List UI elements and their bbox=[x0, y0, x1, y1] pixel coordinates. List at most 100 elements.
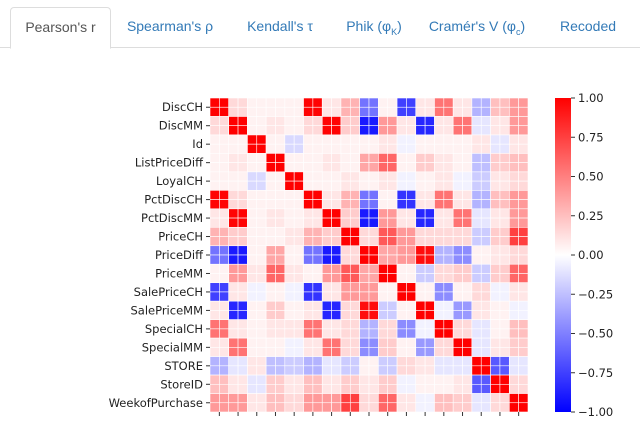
heatmap-cell bbox=[499, 180, 510, 191]
heatmap-cell bbox=[452, 153, 463, 163]
heatmap-cell bbox=[321, 153, 332, 163]
heatmap-cell bbox=[424, 97, 435, 108]
heatmap-cell bbox=[499, 319, 510, 330]
heatmap-cell bbox=[378, 134, 389, 145]
heatmap-cell bbox=[462, 300, 473, 311]
heatmap-cell bbox=[387, 356, 398, 367]
tab-phik[interactable]: Phik (φK) bbox=[334, 7, 414, 47]
heatmap-cell bbox=[387, 226, 398, 237]
heatmap-cell bbox=[518, 97, 529, 108]
heatmap-cell bbox=[219, 97, 230, 108]
heatmap-cell bbox=[256, 106, 267, 117]
heatmap-cell bbox=[499, 190, 510, 200]
heatmap-cell bbox=[415, 273, 426, 284]
heatmap-cell bbox=[219, 291, 230, 302]
heatmap-cell bbox=[209, 337, 220, 348]
heatmap-cell bbox=[247, 125, 258, 136]
heatmap-cell bbox=[228, 208, 239, 219]
heatmap-cell bbox=[378, 143, 389, 154]
heatmap-cell bbox=[406, 383, 417, 394]
heatmap-cell bbox=[387, 328, 398, 339]
heatmap-cell bbox=[368, 282, 379, 293]
colorbar bbox=[555, 98, 571, 412]
heatmap-cell bbox=[275, 162, 286, 173]
heatmap-cell bbox=[284, 393, 295, 404]
heatmap-cell bbox=[452, 365, 463, 376]
heatmap-cell bbox=[490, 310, 501, 320]
heatmap-cell bbox=[415, 217, 426, 228]
heatmap-cell bbox=[237, 125, 248, 136]
tab-recoded[interactable]: Recoded bbox=[546, 7, 630, 47]
heatmap-cell bbox=[331, 263, 342, 274]
tab-cramers-v[interactable]: Cramér's V (φc) bbox=[418, 7, 536, 47]
heatmap-cell bbox=[508, 236, 519, 247]
heatmap-cell bbox=[219, 236, 230, 247]
heatmap-cell bbox=[303, 291, 314, 302]
heatmap-cell bbox=[368, 402, 379, 413]
heatmap-cell bbox=[209, 328, 220, 339]
heatmap-cell bbox=[368, 116, 379, 127]
heatmap-cell bbox=[247, 291, 258, 302]
heatmap-cell bbox=[378, 153, 389, 163]
heatmap-cell bbox=[378, 116, 389, 127]
heatmap-cell bbox=[359, 162, 370, 173]
heatmap-cell bbox=[443, 153, 454, 163]
heatmap-cell bbox=[265, 393, 276, 404]
heatmap-cell bbox=[293, 393, 304, 404]
heatmap-cell bbox=[480, 180, 491, 191]
heatmap-cell bbox=[228, 162, 239, 173]
heatmap-cell bbox=[303, 356, 314, 367]
heatmap-cell bbox=[265, 199, 276, 210]
heatmap-cell bbox=[340, 236, 351, 247]
heatmap-cell bbox=[237, 134, 248, 145]
heatmap-cell bbox=[396, 347, 407, 357]
heatmap-cell bbox=[434, 153, 445, 163]
heatmap-cell bbox=[424, 383, 435, 394]
heatmap-cell bbox=[312, 97, 323, 108]
heatmap-cell bbox=[387, 180, 398, 191]
heatmap-cell bbox=[331, 217, 342, 228]
heatmap-cell bbox=[480, 365, 491, 376]
tab-pearsons-r[interactable]: Pearson's r bbox=[10, 7, 111, 49]
heatmap-cell bbox=[396, 383, 407, 394]
heatmap-cell bbox=[518, 319, 529, 330]
row-label: SalePriceMM bbox=[130, 303, 203, 317]
colorbar-tick-label: 0.50 bbox=[578, 170, 604, 184]
heatmap-cell bbox=[265, 217, 276, 228]
heatmap-cell bbox=[237, 236, 248, 247]
heatmap-cell bbox=[228, 337, 239, 348]
heatmap-cell bbox=[387, 365, 398, 376]
heatmap-cell bbox=[265, 328, 276, 339]
heatmap-cell bbox=[303, 226, 314, 237]
heatmap-cell bbox=[480, 134, 491, 145]
heatmap-cell bbox=[219, 254, 230, 265]
heatmap-cell bbox=[340, 356, 351, 367]
heatmap-cell bbox=[265, 97, 276, 108]
heatmap-cell bbox=[303, 347, 314, 357]
heatmap-cell bbox=[359, 180, 370, 191]
heatmap-cell bbox=[508, 171, 519, 182]
heatmap-cell bbox=[312, 162, 323, 173]
heatmap-cell bbox=[303, 190, 314, 200]
tab-spearmans-rho[interactable]: Spearman's ρ bbox=[114, 7, 226, 47]
heatmap-cell bbox=[406, 116, 417, 127]
heatmap-cell bbox=[424, 319, 435, 330]
heatmap-cell bbox=[340, 245, 351, 256]
heatmap-cell bbox=[490, 226, 501, 237]
heatmap-cell bbox=[284, 374, 295, 385]
heatmap-cell bbox=[368, 254, 379, 265]
heatmap-cell bbox=[396, 245, 407, 256]
heatmap-cell bbox=[396, 402, 407, 413]
heatmap-cell bbox=[228, 97, 239, 108]
tab-label: Recoded bbox=[559, 18, 617, 34]
heatmap-cell bbox=[434, 328, 445, 339]
heatmap-cell bbox=[321, 402, 332, 413]
heatmap-cell bbox=[499, 143, 510, 154]
heatmap-cell bbox=[303, 365, 314, 376]
heatmap-cell bbox=[508, 254, 519, 265]
tab-kendalls-tau[interactable]: Kendall's τ bbox=[232, 7, 328, 47]
heatmap-cell bbox=[340, 190, 351, 200]
heatmap-cell bbox=[349, 402, 360, 413]
heatmap-cell bbox=[209, 263, 220, 274]
heatmap-cell bbox=[471, 116, 482, 127]
